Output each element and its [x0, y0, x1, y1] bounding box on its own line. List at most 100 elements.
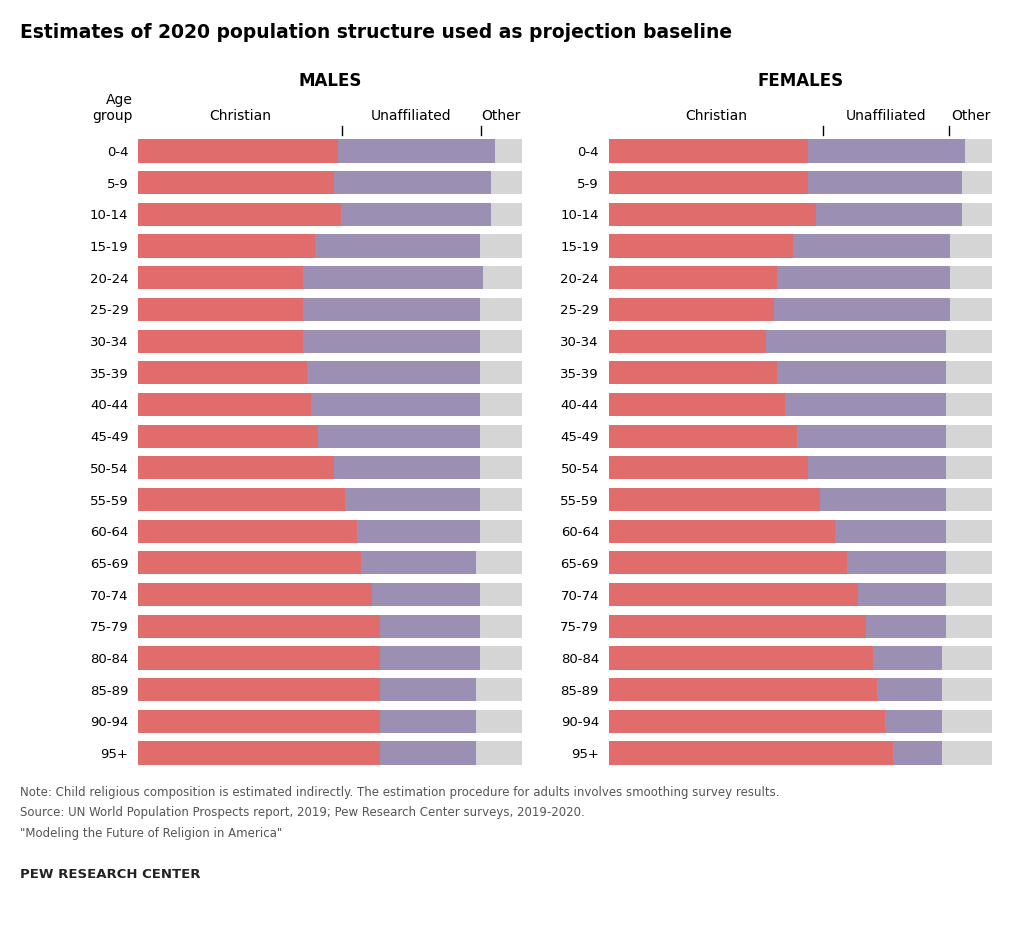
Bar: [476, 552, 522, 574]
Text: Christian: Christian: [209, 109, 271, 123]
Bar: [491, 203, 522, 226]
Text: "Modeling the Future of Religion in America": "Modeling the Future of Religion in Amer…: [20, 827, 282, 840]
Bar: [311, 393, 480, 416]
Bar: [480, 393, 522, 416]
Bar: [950, 267, 992, 289]
Bar: [609, 425, 797, 447]
Bar: [484, 267, 522, 289]
Bar: [138, 710, 380, 733]
Bar: [138, 171, 333, 194]
Bar: [793, 235, 950, 257]
Bar: [609, 583, 858, 606]
Bar: [357, 520, 480, 542]
Bar: [835, 520, 946, 542]
Bar: [946, 552, 992, 574]
Bar: [303, 330, 480, 352]
Bar: [942, 710, 992, 733]
Bar: [307, 362, 480, 384]
Bar: [819, 488, 946, 511]
Bar: [962, 171, 992, 194]
Bar: [380, 742, 476, 764]
Bar: [808, 457, 946, 479]
Text: Source: UN World Population Prospects report, 2019; Pew Research Center surveys,: Source: UN World Population Prospects re…: [20, 806, 585, 819]
Bar: [361, 552, 476, 574]
Bar: [946, 362, 992, 384]
Bar: [480, 583, 522, 606]
Bar: [773, 298, 950, 321]
Bar: [476, 710, 522, 733]
Bar: [786, 393, 946, 416]
Bar: [338, 140, 495, 162]
Bar: [138, 647, 380, 669]
Bar: [342, 203, 491, 226]
Bar: [138, 678, 380, 701]
Bar: [609, 742, 892, 764]
Text: PEW RESEARCH CENTER: PEW RESEARCH CENTER: [20, 868, 201, 881]
Bar: [138, 742, 380, 764]
Bar: [892, 742, 942, 764]
Bar: [609, 678, 877, 701]
Bar: [946, 615, 992, 637]
Text: Unaffiliated: Unaffiliated: [371, 109, 452, 123]
Bar: [797, 425, 946, 447]
Bar: [609, 552, 846, 574]
Bar: [942, 678, 992, 701]
Bar: [138, 140, 338, 162]
Bar: [946, 425, 992, 447]
Bar: [609, 298, 773, 321]
Bar: [609, 488, 819, 511]
Bar: [138, 235, 315, 257]
Text: Unaffiliated: Unaffiliated: [846, 109, 926, 123]
Text: Estimates of 2020 population structure used as projection baseline: Estimates of 2020 population structure u…: [20, 23, 732, 42]
Bar: [318, 425, 480, 447]
Bar: [372, 583, 480, 606]
Bar: [138, 520, 357, 542]
Bar: [380, 678, 476, 701]
Bar: [808, 140, 966, 162]
Bar: [609, 203, 816, 226]
Bar: [609, 330, 766, 352]
Bar: [609, 140, 808, 162]
Bar: [480, 520, 522, 542]
Bar: [808, 171, 962, 194]
Bar: [609, 457, 808, 479]
Bar: [609, 171, 808, 194]
Bar: [885, 710, 942, 733]
Bar: [138, 552, 361, 574]
Bar: [138, 330, 303, 352]
Bar: [966, 140, 992, 162]
Bar: [333, 457, 480, 479]
Bar: [138, 488, 346, 511]
Bar: [480, 488, 522, 511]
Bar: [609, 235, 793, 257]
Bar: [476, 742, 522, 764]
Text: Other: Other: [950, 109, 990, 123]
Text: Age
group: Age group: [92, 93, 133, 123]
Bar: [609, 615, 865, 637]
Bar: [950, 298, 992, 321]
Bar: [777, 362, 946, 384]
Bar: [816, 203, 962, 226]
Bar: [480, 647, 522, 669]
Bar: [333, 171, 491, 194]
Bar: [138, 203, 342, 226]
Bar: [609, 362, 777, 384]
Bar: [138, 298, 303, 321]
Bar: [138, 267, 303, 289]
Bar: [946, 520, 992, 542]
Bar: [962, 203, 992, 226]
Bar: [476, 678, 522, 701]
Bar: [950, 235, 992, 257]
Bar: [303, 298, 480, 321]
Text: FEMALES: FEMALES: [757, 73, 844, 90]
Bar: [942, 742, 992, 764]
Bar: [946, 488, 992, 511]
Bar: [480, 330, 522, 352]
Bar: [609, 710, 885, 733]
Bar: [946, 393, 992, 416]
Bar: [380, 647, 480, 669]
Bar: [138, 615, 380, 637]
Bar: [380, 710, 476, 733]
Bar: [480, 298, 522, 321]
Bar: [138, 457, 333, 479]
